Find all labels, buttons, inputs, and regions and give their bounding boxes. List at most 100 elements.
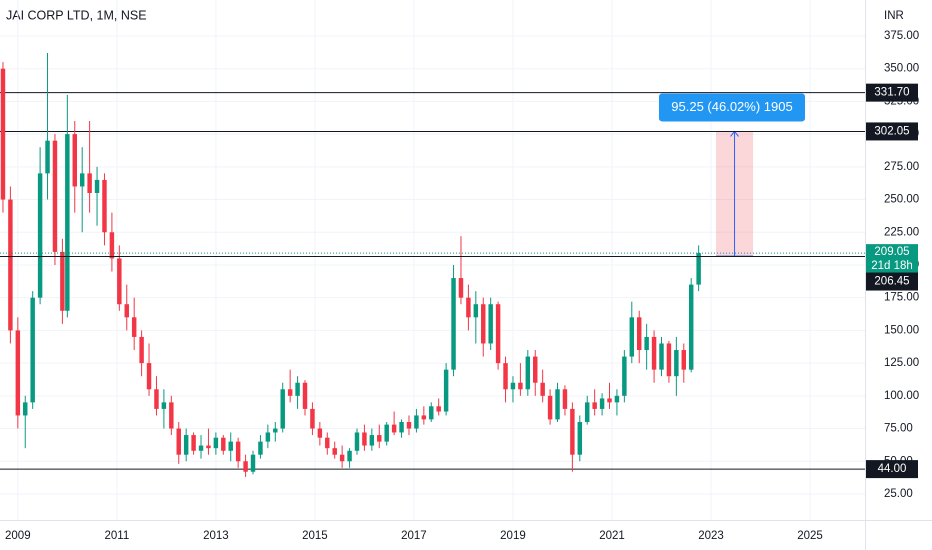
candle-body [577,421,583,455]
candle-body [258,441,263,455]
y-tick-label: 150.00 [884,324,919,336]
x-tick-label: 2017 [401,530,427,542]
candle-body [629,317,635,357]
x-tick-label: 2023 [698,530,724,542]
candle-body [45,140,50,174]
candle-body [451,278,456,370]
candle-body [146,363,152,390]
candle-body [325,437,330,449]
measure-label: 95.25 (46.02%) 1905 [671,99,792,114]
x-tick-label: 2013 [203,530,229,542]
level-label: 302.05 [874,125,909,137]
candle-body [287,389,293,396]
candle-body [659,343,664,370]
candle-body [562,389,568,409]
candle-body [488,304,493,344]
candle-body [169,402,174,429]
y-tick-label: 375.00 [884,30,919,42]
candle-body [332,448,337,455]
candle-body [636,317,642,351]
candle-body [466,297,471,318]
candle-body [15,330,21,416]
candle-body [547,395,553,420]
candle-body [280,389,285,429]
candle-body [436,406,441,412]
candle-body [37,173,43,298]
candle-body [102,179,107,233]
candle-body [540,382,545,396]
candle-body [666,343,672,377]
candle-body [79,173,85,187]
level-tag [866,83,918,102]
candle-body [384,424,389,442]
y-tick-label: 350.00 [884,63,919,75]
y-tick-label: 275.00 [884,161,919,173]
candle-body [377,435,382,442]
candle-body [525,356,531,390]
candle-body [399,421,404,433]
candle-body [0,68,6,200]
candle-body [354,432,360,451]
candle-body [674,350,679,377]
candle-body [94,179,100,194]
y-tick-label: 100.00 [884,390,919,402]
candle-body [131,317,137,337]
level-label: 44.00 [878,463,907,475]
candle-body [161,402,167,409]
candle-body [510,382,516,390]
candle-body [347,450,352,462]
candle-body [570,408,575,455]
candle-body [339,454,345,462]
candle-body [243,461,248,472]
candle-body [23,402,28,416]
candle-body [369,435,375,446]
candle-body [30,297,35,403]
candle-body [117,258,122,305]
candle-body [52,140,58,252]
candle-body [481,304,486,344]
level-tag [866,122,918,141]
candle-body [592,402,597,409]
candle-body [139,336,144,364]
candle-body [651,336,657,370]
last-price-tag [866,244,918,275]
y-tick-label: 250.00 [884,194,919,206]
candle-body [183,435,189,455]
candle-body [585,402,590,422]
chart-title: JAI CORP LTD, 1M, NSE [6,8,147,22]
y-tick-label: 175.00 [884,292,919,304]
prev-close-label: 206.45 [874,276,909,288]
measure-box [659,93,805,122]
candle-body [688,284,694,370]
x-tick-label: 2025 [797,530,823,542]
prev-close-tag [866,272,918,291]
candle-body [518,382,523,390]
candle-body [265,432,271,442]
candle-body [429,406,434,420]
candle-body [221,437,226,451]
y-tick-label: 25.00 [884,488,913,500]
candle-body [228,441,233,451]
y-tick-label: 125.00 [884,357,919,369]
candle-body [414,415,419,429]
candle-body [473,304,479,318]
candle-body [681,350,687,370]
last-price-label: 209.05 [874,246,909,258]
candle-body [87,173,92,194]
candle-body [109,232,115,259]
candle-body [458,278,464,298]
x-tick-label: 2011 [104,530,129,542]
candle-body [607,398,612,403]
candle-body [302,382,308,409]
candle-body [644,336,649,351]
candle-body [310,408,315,429]
candle-body [206,445,211,449]
candle-body [391,424,397,433]
countdown-label: 21d 18h [871,260,913,272]
y-tick-label: 75.00 [884,423,913,435]
candle-body [8,199,13,331]
currency: INR [884,10,904,22]
x-tick-label: 2019 [500,530,526,542]
candle-body [555,389,560,420]
